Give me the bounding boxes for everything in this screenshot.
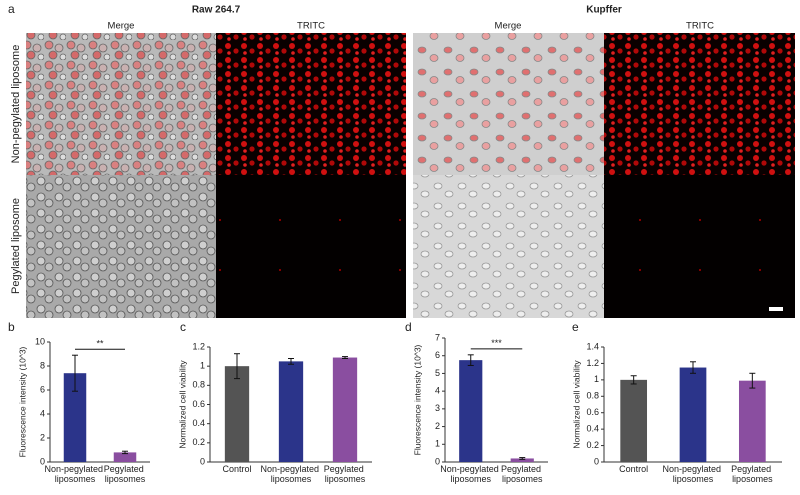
panel-label: e: [572, 320, 579, 334]
micrographs: [26, 33, 795, 318]
y-tick-label: 0.4: [192, 418, 205, 428]
y-tick-label: 7: [435, 332, 440, 342]
row-label: Pegylated liposome: [10, 198, 22, 294]
error-bar: [72, 354, 78, 392]
x-tick-label: Pegylated liposomes: [501, 464, 544, 484]
error-bar: [630, 375, 637, 385]
y-tick-label: 2: [435, 421, 440, 431]
y-tick-label: 0.6: [586, 407, 599, 417]
y-tick-label: 0.2: [192, 437, 205, 447]
y-tick-label: 2: [40, 432, 45, 442]
micrograph: [216, 33, 406, 175]
error-bar: [690, 361, 696, 374]
row-label: Non-pegylated liposome: [10, 45, 22, 164]
y-tick-label: 0.2: [586, 440, 599, 450]
column-title: TRITC: [686, 21, 714, 32]
chart: b Fluorescence intensity (10^3) 0 2 4 6 8 10 Non…: [8, 320, 150, 484]
y-axis-label: Normalized cell viability: [177, 360, 187, 449]
error-bar: [234, 353, 240, 380]
bar: [278, 361, 304, 462]
micrograph: [26, 175, 216, 318]
y-tick-label: 1: [435, 439, 440, 449]
panel-label: d: [405, 320, 412, 334]
micrograph: [604, 33, 795, 175]
bar: [224, 366, 250, 462]
y-tick-label: 4: [40, 408, 45, 418]
micrograph: [26, 33, 216, 175]
y-tick-label: 4: [435, 386, 440, 396]
y-tick-label: 0: [594, 456, 599, 466]
y-tick-label: 0: [200, 456, 205, 466]
error-bar: [467, 354, 474, 366]
y-tick-label: 3: [435, 403, 440, 413]
y-tick-label: 1: [200, 361, 205, 371]
group-title: Raw 264.7: [192, 5, 241, 16]
bar: [63, 373, 87, 462]
y-tick-label: 0.8: [192, 380, 205, 390]
panel-label: b: [8, 320, 15, 334]
y-axis-label: Fluorescence intensity (10^3): [412, 344, 422, 455]
y-tick-label: 1.2: [586, 358, 599, 368]
column-title: Merge: [495, 21, 522, 32]
column-title: Merge: [108, 21, 135, 32]
significance-label: ***: [491, 338, 502, 348]
y-tick-label: 5: [435, 368, 440, 378]
x-tick-label: Non-pegylated liposomes: [662, 464, 723, 484]
error-bar: [342, 356, 348, 359]
error-bar: [519, 457, 526, 460]
x-tick-label: Pegylated liposomes: [104, 464, 147, 484]
y-tick-label: 8: [40, 360, 45, 370]
micrograph: [216, 175, 406, 318]
y-tick-label: 0: [435, 456, 440, 466]
column-title: TRITC: [297, 21, 325, 32]
y-axis-label: Fluorescence intensity (10^3): [17, 346, 27, 457]
y-tick-label: 1.2: [192, 341, 205, 351]
error-bar: [288, 358, 294, 365]
y-tick-label: 1.4: [586, 341, 599, 351]
y-tick-label: 0.8: [586, 391, 599, 401]
x-tick-label: Pegylated liposomes: [731, 464, 774, 484]
y-axis-label: Normalized cell viability: [571, 360, 581, 449]
bar: [459, 360, 483, 462]
micrograph: [413, 175, 604, 318]
bar: [679, 367, 707, 462]
y-tick-label: 0.4: [586, 424, 599, 434]
x-tick-label: Non-pegylated liposomes: [440, 464, 501, 484]
bar: [113, 452, 137, 462]
y-tick-label: 6: [40, 384, 45, 394]
chart: e Normalized cell viability 0 0.2 0.4 0.6 0.8 1…: [571, 320, 782, 484]
y-tick-label: 0.6: [192, 399, 205, 409]
error-bar: [122, 450, 128, 455]
y-tick-label: 10: [35, 336, 45, 346]
error-bar: [749, 372, 756, 389]
x-tick-label: Pegylated liposomes: [324, 464, 367, 484]
micrograph: [413, 33, 604, 175]
x-tick-label: Non-pegylated liposomes: [44, 464, 105, 484]
group-title: Kupffer: [586, 5, 622, 16]
bar: [738, 380, 766, 462]
y-tick-label: 1: [594, 374, 599, 384]
y-tick-label: 6: [435, 350, 440, 360]
x-tick-label: Control: [222, 464, 251, 474]
bar: [332, 357, 358, 462]
panel-label: c: [180, 320, 186, 334]
panel-label: a: [8, 2, 15, 16]
bar: [510, 458, 534, 462]
x-tick-label: Non-pegylated liposomes: [260, 464, 321, 484]
chart: c Normalized cell viability 0 0.2 0.4 0.6 0.8 1…: [177, 320, 372, 484]
bar: [620, 379, 648, 462]
x-tick-label: Control: [619, 464, 648, 474]
scale-bar: [769, 307, 783, 311]
significance-label: **: [96, 339, 104, 349]
micrograph: [604, 175, 795, 318]
y-tick-label: 0: [40, 456, 45, 466]
